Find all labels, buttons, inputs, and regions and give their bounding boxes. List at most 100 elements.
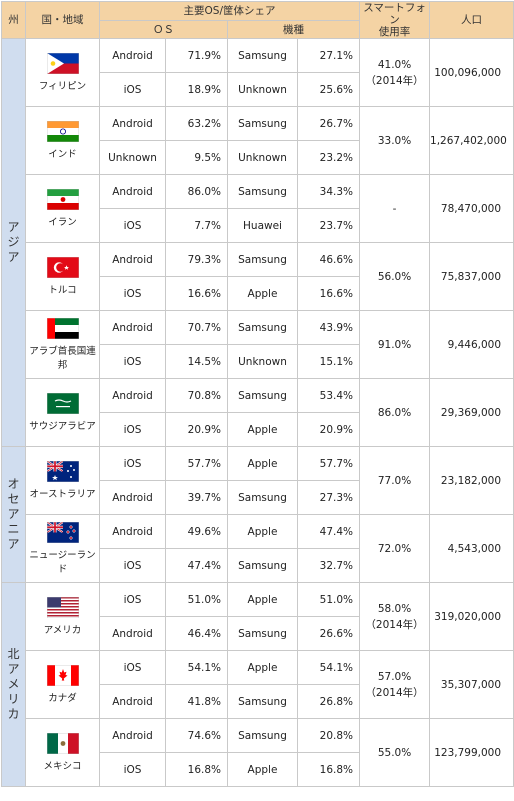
country-name: サウジアラビア [29, 421, 96, 432]
smartphone-rate: 77.0% [377, 474, 412, 487]
population: 35,307,000 [429, 650, 514, 719]
device-name: Apple [227, 752, 298, 787]
device-name: Apple [227, 412, 298, 447]
device-share: 26.7% [296, 106, 361, 141]
device-name: Samsung [227, 174, 298, 209]
country-name: カナダ [48, 693, 77, 704]
table-row: アラブ首長国連邦 Android 70.7% Samsung 43.9% 91.0% 9,4… [2, 310, 514, 379]
country-cell: トルコ [25, 242, 100, 311]
region-cell: 北アメリカ [1, 582, 26, 787]
os-name: iOS [99, 446, 166, 481]
population: 9,446,000 [429, 310, 514, 379]
table-row: Android 39.7% Samsung 27.3% [2, 480, 514, 515]
country-cell: インド [25, 106, 100, 175]
smartphone-usage: 55.0% [359, 718, 431, 787]
device-share: 16.8% [296, 752, 361, 787]
region-cell: アジア [1, 38, 26, 447]
device-name: Samsung [227, 684, 298, 719]
device-name: Apple [227, 446, 298, 481]
header-device: 機種 [226, 20, 361, 39]
os-share: 20.9% [165, 412, 228, 447]
table-row: 北アメリカアメリカ iOS 51.0% Apple 51.0% 58.0% （2014年） 3… [1, 582, 514, 787]
smartphone-rate: 55.0% [377, 746, 412, 759]
country-cell: アラブ首長国連邦 [25, 310, 100, 379]
os-share: 14.5% [165, 344, 228, 379]
os-name: iOS [99, 344, 166, 379]
device-name: Samsung [227, 242, 298, 277]
os-share: 49.6% [165, 514, 228, 549]
os-name: Android [99, 242, 166, 277]
smartphone-rate: 91.0% [377, 338, 412, 351]
smartphone-rate: 72.0% [377, 542, 412, 555]
device-name: Samsung [227, 616, 298, 651]
os-share: 70.7% [165, 310, 228, 345]
country-name: インド [48, 149, 77, 160]
country-cell: ニュージーランド [25, 514, 100, 583]
header-smartphone-usage: スマートフォン 使用率 [359, 1, 431, 39]
device-share: 20.8% [296, 718, 361, 753]
device-share: 27.3% [296, 480, 361, 515]
os-share: 18.9% [165, 72, 228, 107]
population: 78,470,000 [429, 174, 514, 243]
os-share: 47.4% [165, 548, 228, 583]
os-name: Android [99, 514, 166, 549]
header-country: 国・地域 [25, 1, 100, 39]
os-share: 9.5% [165, 140, 228, 175]
header-region: 州 [1, 1, 26, 39]
smartphone-usage: 77.0% [359, 446, 431, 515]
smartphone-usage: 91.0% [359, 310, 431, 379]
os-share: 39.7% [165, 480, 228, 515]
table-row: メキシコ Android 74.6% Samsung 20.8% 55.0% 123,799… [2, 718, 514, 787]
table-row: iOS 16.6% Apple 16.6% [2, 276, 514, 311]
smartphone-rate: 41.0% [377, 58, 412, 71]
population: 123,799,000 [429, 718, 514, 787]
turkey-flag-icon [46, 257, 79, 278]
os-share: 46.4% [165, 616, 228, 651]
table-row: Unknown 9.5% Unknown 23.2% [2, 140, 514, 175]
country-name: イラン [48, 217, 77, 228]
os-name: Android [99, 480, 166, 515]
os-name: Android [99, 38, 166, 73]
os-share: 86.0% [165, 174, 228, 209]
population: 100,096,000 [429, 38, 514, 107]
device-share: 26.8% [296, 684, 361, 719]
table-row: インド Android 63.2% Samsung 26.7% 33.0% 1,267,40… [2, 106, 514, 175]
os-name: Android [99, 174, 166, 209]
os-share: 71.9% [165, 38, 228, 73]
saudi-arabia-flag-icon [46, 393, 79, 414]
os-name: Unknown [99, 140, 166, 175]
smartphone-usage: 86.0% [359, 378, 431, 447]
os-share: 63.2% [165, 106, 228, 141]
os-name: iOS [99, 276, 166, 311]
country-name: トルコ [48, 285, 77, 296]
os-share: 79.3% [165, 242, 228, 277]
os-share: 57.7% [165, 446, 228, 481]
os-name: iOS [99, 548, 166, 583]
table-row: トルコ Android 79.3% Samsung 46.6% 56.0% 75,837,0… [2, 242, 514, 311]
os-name: iOS [99, 650, 166, 685]
device-name: Huawei [227, 208, 298, 243]
device-share: 23.7% [296, 208, 361, 243]
os-name: Android [99, 310, 166, 345]
mexico-flag-icon [46, 733, 79, 754]
header-smartphone-line2: 使用率 [378, 26, 411, 38]
table-row: iOS 18.9% Unknown 25.6% [2, 72, 514, 107]
device-share: 23.2% [296, 140, 361, 175]
population: 23,182,000 [429, 446, 514, 515]
device-name: Unknown [227, 140, 298, 175]
os-share: 70.8% [165, 378, 228, 413]
os-name: Android [99, 378, 166, 413]
os-share: 54.1% [165, 650, 228, 685]
table-row: Android 41.8% Samsung 26.8% [2, 684, 514, 719]
header-smartphone-line1: スマートフォン [363, 2, 426, 26]
canada-flag-icon [46, 665, 79, 686]
new-zealand-flag-icon [46, 522, 79, 543]
country-cell: カナダ [25, 650, 100, 719]
os-share: 74.6% [165, 718, 228, 753]
device-name: Unknown [227, 72, 298, 107]
header-os: ＯＳ [99, 20, 228, 39]
os-name: iOS [99, 412, 166, 447]
country-cell: イラン [25, 174, 100, 243]
os-share: 16.8% [165, 752, 228, 787]
population: 75,837,000 [429, 242, 514, 311]
